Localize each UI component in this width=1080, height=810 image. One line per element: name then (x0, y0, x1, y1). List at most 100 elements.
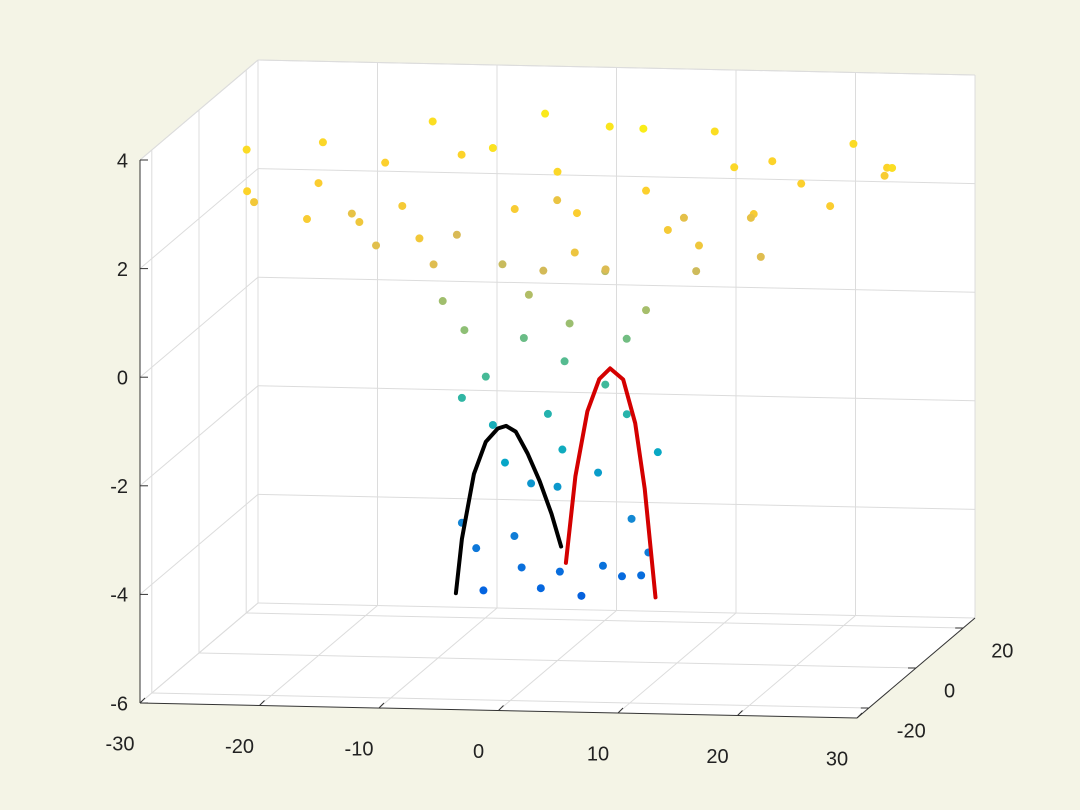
point (565, 319, 574, 328)
grid-line (151, 692, 869, 709)
point (617, 572, 626, 581)
point (598, 561, 607, 570)
point (558, 445, 567, 454)
point (460, 326, 469, 335)
point (428, 117, 437, 126)
point (303, 215, 311, 224)
grid-line (257, 493, 976, 510)
point (250, 198, 259, 207)
point (637, 571, 646, 580)
x-tick-label: 30 (826, 748, 848, 770)
z-tick-label: 0 (117, 367, 128, 389)
point (577, 591, 586, 600)
x-tick (617, 707, 624, 714)
point (849, 139, 858, 148)
point (517, 563, 526, 572)
x-tick (139, 697, 146, 704)
point (653, 448, 662, 457)
point (510, 205, 519, 214)
x-tick (259, 700, 265, 706)
x-tick-label: -20 (225, 736, 254, 758)
point (543, 409, 552, 418)
x-tick-label: 10 (587, 743, 609, 765)
point (481, 372, 490, 381)
point (524, 290, 533, 299)
point (472, 544, 481, 553)
point (457, 393, 466, 402)
point (601, 380, 610, 389)
grid-line (257, 602, 976, 619)
point (372, 241, 381, 250)
point (398, 201, 407, 210)
point (605, 122, 614, 131)
x-tick (498, 705, 504, 711)
grid-line (139, 385, 259, 487)
point (880, 171, 889, 180)
grid-line (139, 276, 259, 378)
point (314, 179, 323, 188)
point (510, 532, 519, 541)
point (768, 157, 777, 166)
point (519, 333, 528, 342)
point (243, 187, 252, 196)
box-edge (139, 59, 259, 161)
point (679, 213, 688, 222)
x-tick (378, 702, 385, 709)
point (560, 357, 569, 366)
curve (453, 423, 564, 596)
point (527, 479, 536, 488)
point (452, 230, 461, 239)
point (479, 586, 488, 595)
point (488, 144, 497, 153)
point (746, 213, 755, 222)
point (710, 127, 719, 136)
point (498, 260, 507, 269)
point (415, 234, 424, 243)
z-tick-label: -6 (110, 693, 128, 715)
point (826, 202, 835, 211)
grid-line (139, 494, 259, 595)
z-tick-label: -2 (110, 476, 128, 498)
point (622, 334, 631, 343)
y-tick-label: 0 (944, 680, 955, 702)
point (242, 145, 251, 154)
point (541, 109, 550, 118)
point (381, 158, 390, 167)
point (622, 410, 631, 419)
point (730, 163, 739, 172)
point (663, 225, 672, 234)
point (457, 150, 466, 159)
point (318, 138, 327, 147)
z-tick-label: -4 (110, 585, 128, 607)
point (500, 458, 509, 467)
grid-line (257, 385, 976, 402)
grid-line (257, 276, 976, 293)
x-tick-label: 0 (473, 741, 484, 763)
point (888, 163, 897, 172)
point (347, 209, 356, 218)
point (553, 167, 562, 176)
box-edge (257, 59, 976, 76)
point (692, 267, 701, 276)
point (694, 241, 703, 250)
grid-line (139, 602, 259, 704)
point (429, 260, 438, 269)
point (601, 265, 610, 274)
point (570, 248, 579, 257)
z-tick-label: 4 (117, 150, 128, 172)
point (536, 584, 545, 593)
grid-line (198, 652, 917, 669)
x-tick (737, 710, 743, 716)
x-tick-label: -10 (345, 738, 374, 760)
z-tick-label: 2 (117, 259, 128, 281)
grid-line (257, 168, 976, 185)
point (355, 218, 364, 227)
point (642, 186, 651, 195)
point (756, 252, 765, 261)
x-tick-label: -30 (106, 733, 135, 755)
point (594, 468, 603, 477)
y-tick-label: -20 (897, 720, 926, 742)
point (488, 420, 497, 429)
y-tick-label: 20 (991, 640, 1013, 662)
